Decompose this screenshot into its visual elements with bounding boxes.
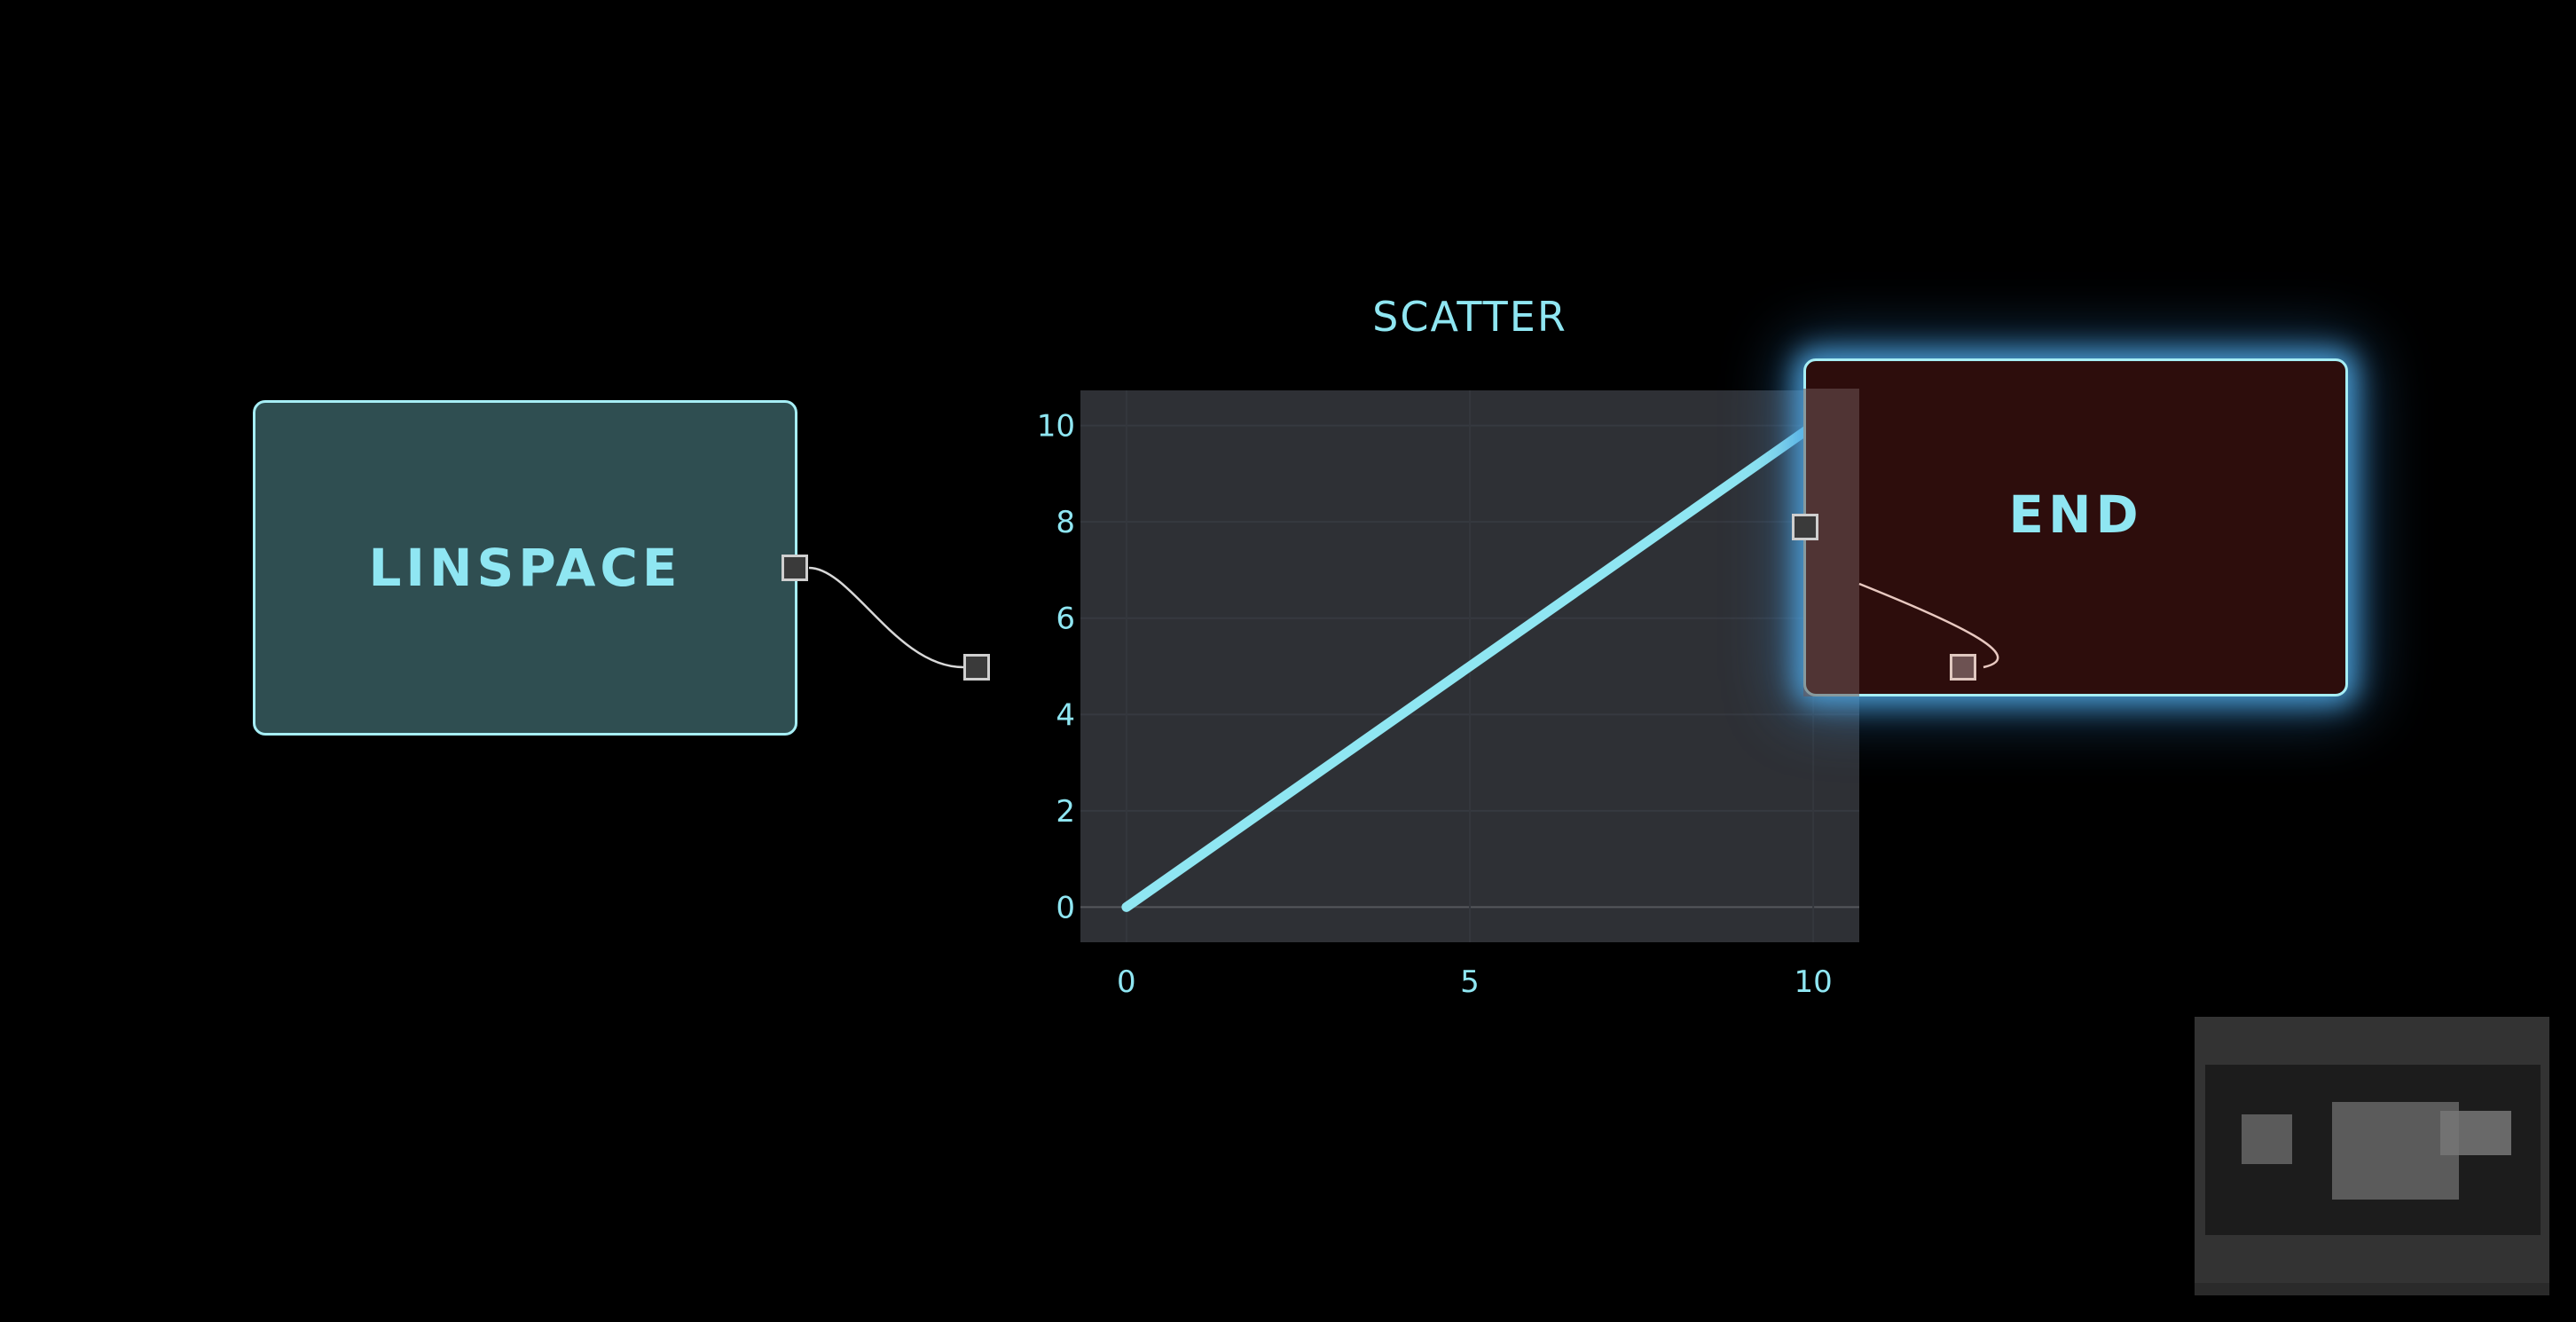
x-tick-label: 0 (1117, 964, 1136, 1000)
edge-linspace-to-scatter (808, 566, 964, 669)
y-tick-label: 0 (1056, 890, 1075, 925)
series-line (1121, 421, 1818, 912)
end-node[interactable]: END (1803, 358, 2348, 696)
scatter-input-port[interactable] (963, 654, 990, 681)
scatter-output-port[interactable] (1950, 654, 1976, 681)
linspace-node[interactable]: LINSPACE (253, 400, 797, 736)
minimap-linspace-node (2242, 1114, 2292, 1164)
plot-area (1080, 390, 1859, 942)
y-tick-label: 2 (1056, 794, 1075, 830)
scatter-node-title: SCATTER (1372, 293, 1567, 341)
x-tick-label: 5 (1460, 964, 1480, 1000)
y-tick-label: 8 (1056, 505, 1075, 540)
minimap-scatter-node (2332, 1102, 2459, 1200)
minimap-footer (2195, 1283, 2549, 1295)
minimap[interactable] (2195, 1017, 2549, 1295)
y-tick-label: 6 (1056, 602, 1075, 637)
linspace-node-label: LINSPACE (368, 538, 682, 598)
minimap-viewport[interactable] (2205, 1065, 2541, 1235)
x-tick-label: 10 (1794, 964, 1832, 1000)
end-input-port[interactable] (1792, 514, 1818, 540)
y-tick-label: 4 (1056, 697, 1075, 733)
y-tick-label: 10 (1037, 409, 1075, 445)
minimap-end-node (2440, 1111, 2511, 1155)
linspace-output-port[interactable] (781, 555, 808, 581)
end-node-label: END (2008, 484, 2143, 545)
